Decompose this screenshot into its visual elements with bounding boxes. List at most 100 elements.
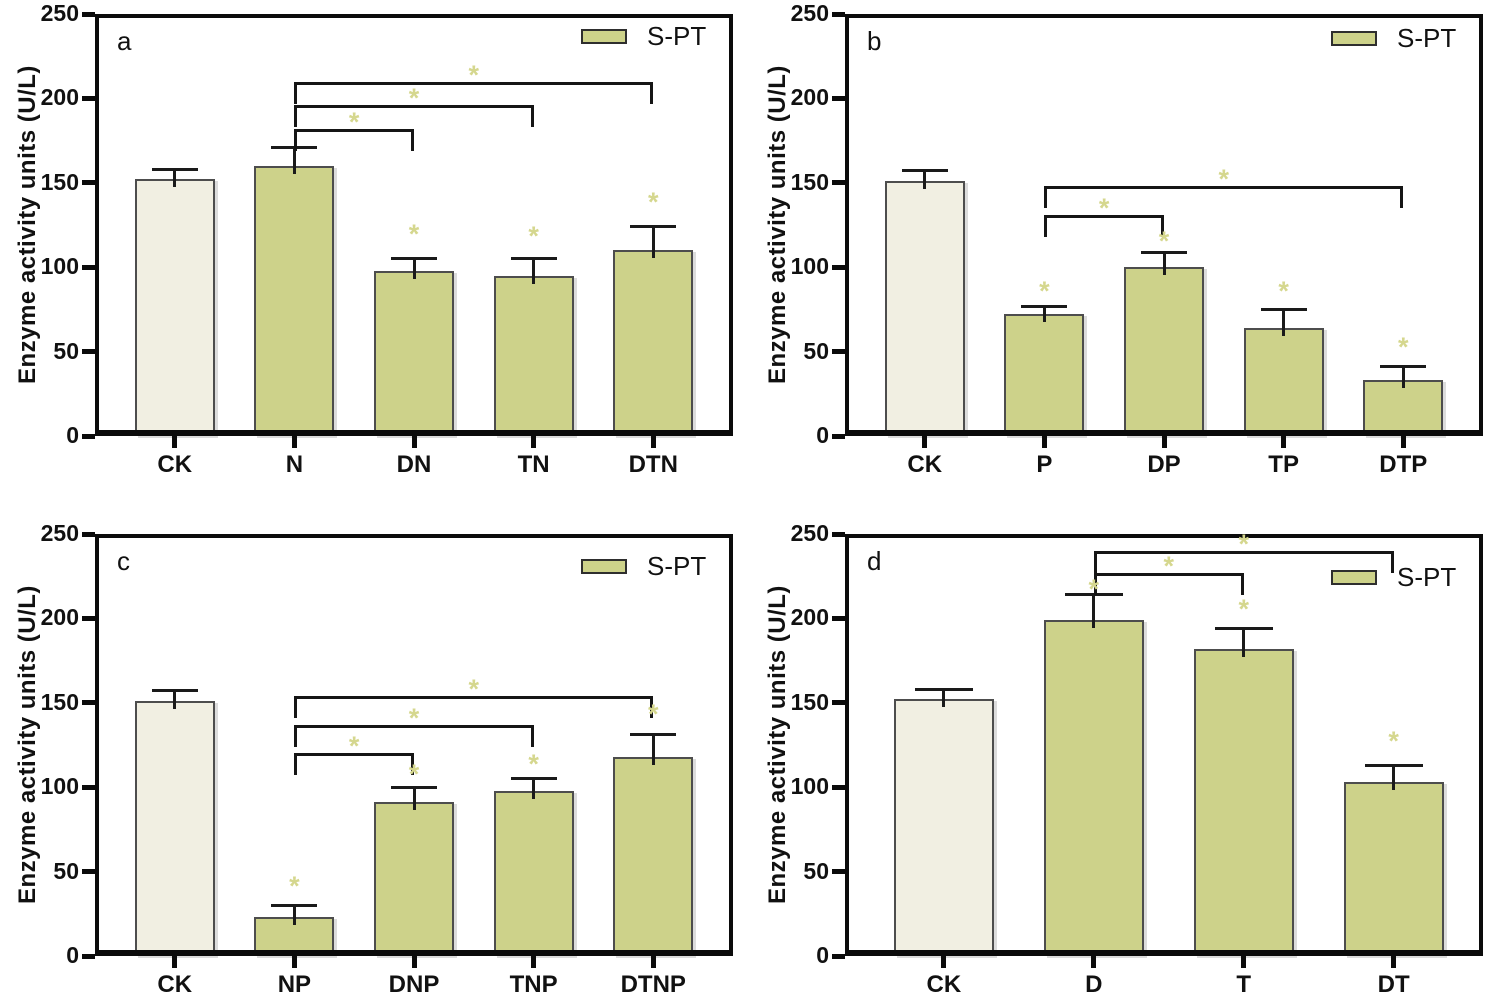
bracket-end-right [1240, 572, 1244, 595]
legend-label: S-PT [1397, 23, 1457, 53]
error-cap-DTN [630, 225, 677, 229]
y-tick-label: 250 [40, 0, 79, 26]
bar-TN [493, 275, 574, 436]
significance-star-DTNP: * [647, 698, 659, 729]
x-axis-label-P: P [1036, 451, 1053, 478]
bracket-end-right [650, 696, 654, 719]
bracket-end-left [294, 724, 298, 747]
bar-TNP [493, 790, 574, 956]
y-axis-title: Enzyme activity units (U/L) [764, 65, 791, 385]
legend-swatch [581, 559, 627, 574]
x-axis-label-CK: CK [926, 971, 962, 998]
y-tick-mark [832, 615, 845, 621]
y-tick-mark [832, 953, 845, 959]
significance-star-DTN: * [647, 186, 659, 217]
y-tick-label: 250 [40, 520, 79, 546]
bar-D [1043, 620, 1144, 956]
y-tick-mark [82, 953, 95, 959]
y-tick-label: 150 [40, 688, 79, 715]
x-axis-label-T: T [1236, 971, 1252, 998]
error-cap-CK [151, 167, 198, 171]
x-axis-label-TNP: TNP [509, 971, 558, 998]
x-axis-label-NP: NP [277, 971, 312, 998]
error-cap-DN [391, 257, 437, 261]
x-axis-label-D: D [1085, 971, 1103, 998]
bar-T [1193, 648, 1294, 956]
significance-star-DP: * [1158, 225, 1170, 256]
bracket-star: * [348, 731, 360, 762]
bar-P [1004, 314, 1085, 436]
y-tick-mark [82, 433, 95, 439]
bracket-star: * [1163, 550, 1175, 581]
error-bar-DTN [651, 226, 655, 259]
significance-bracket [294, 105, 534, 109]
significance-star-DT: * [1388, 725, 1399, 756]
error-cap-DTP [1380, 365, 1427, 369]
bar-CK [893, 699, 994, 956]
bracket-end-left [1044, 186, 1048, 209]
error-cap-T [1214, 627, 1273, 631]
error-cap-TNP [510, 777, 557, 781]
error-bar-CK [173, 690, 177, 710]
error-cap-DTNP [630, 733, 677, 737]
y-tick-label: 0 [816, 942, 829, 968]
y-tick-label: 50 [53, 337, 79, 364]
y-tick-mark [82, 264, 95, 270]
x-tick-mark [1241, 956, 1247, 968]
y-tick-mark [832, 869, 845, 875]
y-tick-mark [832, 11, 845, 17]
y-tick-label: 150 [790, 168, 829, 195]
error-bar-TP [1282, 309, 1286, 336]
y-tick-label: 100 [790, 253, 829, 280]
y-tick-label: 100 [40, 253, 79, 280]
significance-star-P: * [1039, 276, 1050, 307]
legend-label: S-PT [1397, 562, 1457, 592]
x-axis-label-CK: CK [157, 971, 193, 998]
y-tick-mark [82, 700, 95, 706]
bracket-end-left [1093, 572, 1097, 595]
error-bar-DTNP [651, 734, 655, 765]
bar-CK [884, 181, 965, 436]
significance-bracket [1044, 214, 1164, 218]
y-tick-mark [832, 349, 845, 355]
x-axis-label-CK: CK [157, 451, 193, 478]
bracket-end-left [294, 105, 298, 128]
x-tick-mark [531, 956, 537, 968]
error-bar-T [1242, 628, 1246, 657]
x-tick-mark [922, 436, 928, 448]
y-tick-mark [82, 869, 95, 875]
significance-star-T: * [1238, 593, 1249, 624]
x-tick-mark [1161, 436, 1167, 448]
bracket-star: * [348, 106, 360, 137]
significance-bracket [1093, 572, 1244, 576]
bracket-end-right [530, 724, 534, 747]
y-tick-label: 200 [40, 84, 79, 111]
significance-star-TNP: * [528, 749, 539, 780]
bar-DNP [374, 802, 454, 956]
significance-star-NP: * [289, 870, 300, 901]
bar-DT [1343, 782, 1444, 956]
x-axis-label-TN: TN [517, 451, 550, 478]
bracket-star: * [408, 702, 420, 733]
bar-DTN [613, 250, 694, 436]
error-cap-CK [151, 689, 198, 693]
error-cap-TN [510, 257, 557, 261]
bracket-end-left [294, 128, 298, 151]
y-tick-label: 200 [790, 604, 829, 631]
bracket-star: * [1098, 192, 1110, 223]
error-bar-N [292, 147, 296, 174]
x-tick-mark [650, 436, 656, 448]
y-tick-mark [832, 180, 845, 186]
bar-DP [1124, 267, 1204, 436]
legend-swatch [1331, 570, 1377, 585]
y-axis-title: Enzyme activity units (U/L) [14, 585, 41, 905]
significance-bracket [294, 696, 654, 700]
x-axis-label-DTP: DTP [1379, 451, 1428, 478]
x-tick-mark [172, 436, 178, 448]
y-tick-mark [82, 784, 95, 790]
y-tick-label: 0 [66, 422, 79, 448]
bracket-end-left [1093, 550, 1097, 573]
error-bar-CK [923, 170, 927, 190]
bar-CK [134, 179, 215, 436]
